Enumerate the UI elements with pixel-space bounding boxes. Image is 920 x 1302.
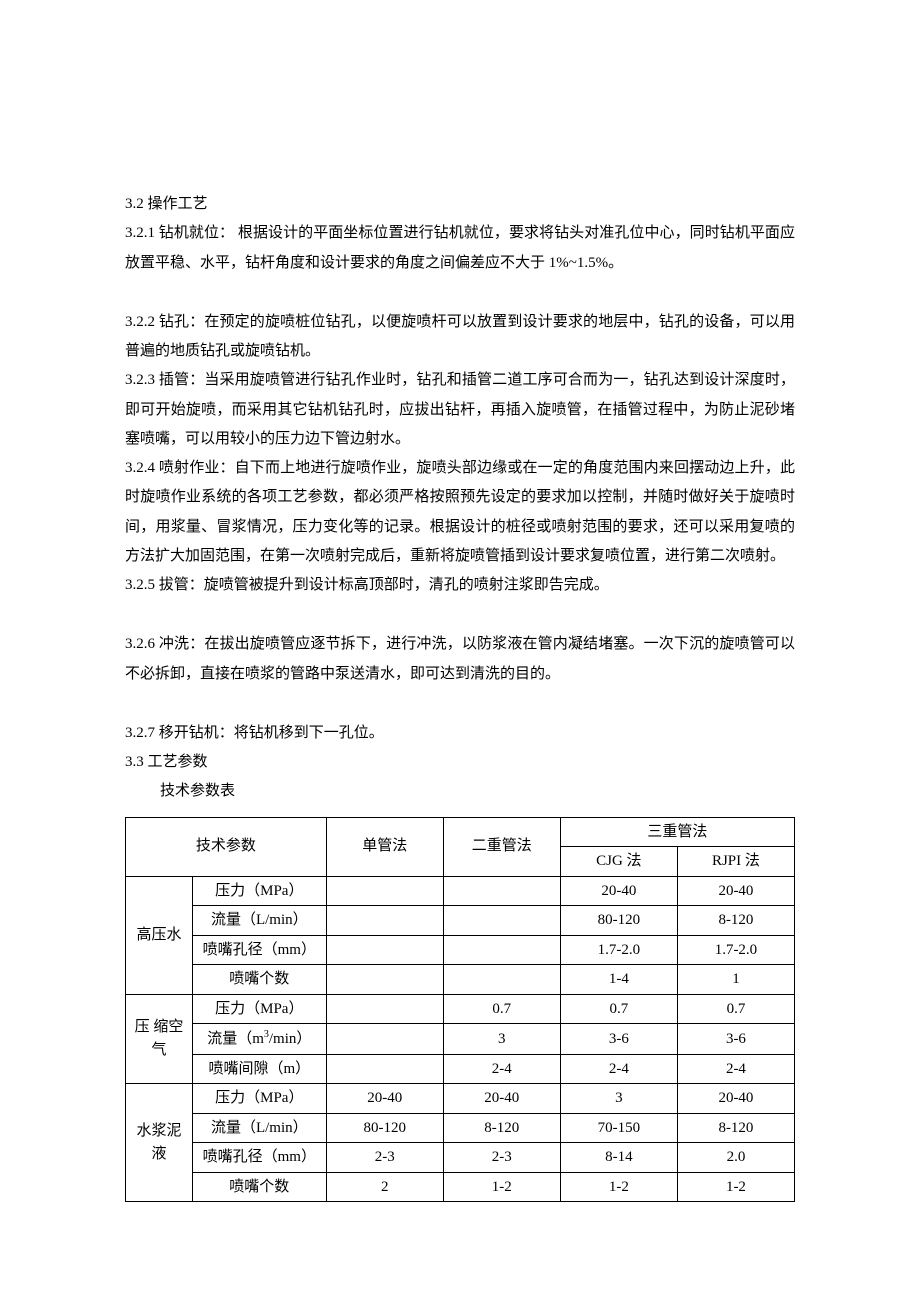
param-label: 喷嘴间隙（m） — [192, 1054, 326, 1084]
table-row: 喷嘴间隙（m） 2-4 2-4 2-4 — [126, 1054, 795, 1084]
cell-value: 0.7 — [443, 994, 560, 1024]
cell-value: 3-6 — [560, 1024, 677, 1055]
cell-value: 3 — [443, 1024, 560, 1055]
table-row: 压 缩空气 压力（MPa） 0.7 0.7 0.7 — [126, 994, 795, 1024]
table-row: 喷嘴孔径（mm） 1.7-2.0 1.7-2.0 — [126, 935, 795, 965]
cell-value: 2.0 — [677, 1143, 794, 1173]
table-row: 流量（L/min） 80-120 8-120 — [126, 906, 795, 936]
cell-value: 8-120 — [443, 1113, 560, 1143]
param-label: 喷嘴孔径（mm） — [192, 935, 326, 965]
param-label: 喷嘴孔径（mm） — [192, 1143, 326, 1173]
cell-value — [326, 935, 443, 965]
cell-value: 0.7 — [677, 994, 794, 1024]
param-label: 流量（m3/min） — [192, 1024, 326, 1055]
cell-value: 80-120 — [326, 1113, 443, 1143]
header-tech-param: 技术参数 — [126, 817, 327, 876]
table-row: 喷嘴孔径（mm） 2-3 2-3 8-14 2.0 — [126, 1143, 795, 1173]
table-row: 高压水 压力（MPa） 20-40 20-40 — [126, 876, 795, 906]
header-rjpi: RJPI 法 — [677, 847, 794, 877]
cell-value — [443, 965, 560, 995]
param-label: 压力（MPa） — [192, 1084, 326, 1114]
group-high-pressure-water: 高压水 — [126, 876, 193, 994]
header-cjg: CJG 法 — [560, 847, 677, 877]
section-3-2-4: 3.2.4 喷射作业：自下而上地进行旋喷作业，旋喷头部边缘或在一定的角度范围内来… — [125, 454, 795, 571]
cell-value: 2 — [326, 1172, 443, 1202]
cell-value: 20-40 — [326, 1084, 443, 1114]
cell-value: 1.7-2.0 — [560, 935, 677, 965]
header-triple: 三重管法 — [560, 817, 794, 847]
cell-value: 20-40 — [443, 1084, 560, 1114]
cell-value: 1 — [677, 965, 794, 995]
cell-value: 0.7 — [560, 994, 677, 1024]
cell-value: 3-6 — [677, 1024, 794, 1055]
cell-value: 2-4 — [443, 1054, 560, 1084]
cell-value: 20-40 — [560, 876, 677, 906]
cell-value: 1-4 — [560, 965, 677, 995]
param-label: 流量（L/min） — [192, 906, 326, 936]
cell-value — [326, 1054, 443, 1084]
cell-value: 2-4 — [677, 1054, 794, 1084]
section-3-3-title: 3.3 工艺参数 — [125, 748, 795, 777]
cell-value: 1.7-2.0 — [677, 935, 794, 965]
cell-value — [326, 906, 443, 936]
group-cement-slurry: 水浆泥液 — [126, 1084, 193, 1202]
spacer — [125, 689, 795, 719]
cell-value: 3 — [560, 1084, 677, 1114]
section-3-2-6: 3.2.6 冲洗：在拔出旋喷管应逐节拆下，进行冲洗，以防浆液在管内凝结堵塞。一次… — [125, 630, 795, 689]
cell-value — [443, 906, 560, 936]
header-double: 二重管法 — [443, 817, 560, 876]
cell-value: 1-2 — [677, 1172, 794, 1202]
section-3-2-2: 3.2.2 钻孔：在预定的旋喷桩位钻孔，以便旋喷杆可以放置到设计要求的地层中，钻… — [125, 308, 795, 367]
group-compressed-air: 压 缩空气 — [126, 994, 193, 1084]
param-label: 流量（L/min） — [192, 1113, 326, 1143]
cell-value — [443, 935, 560, 965]
section-3-2-1: 3.2.1 钻机就位： 根据设计的平面坐标位置进行钻机就位，要求将钻头对准孔位中… — [125, 219, 795, 278]
cell-value: 2-3 — [443, 1143, 560, 1173]
cell-value: 2-4 — [560, 1054, 677, 1084]
cell-value: 8-120 — [677, 1113, 794, 1143]
table-header-row-1: 技术参数 单管法 二重管法 三重管法 — [126, 817, 795, 847]
cell-value: 8-14 — [560, 1143, 677, 1173]
cell-value: 20-40 — [677, 1084, 794, 1114]
spacer — [125, 600, 795, 630]
cell-value — [443, 876, 560, 906]
cell-value: 70-150 — [560, 1113, 677, 1143]
table-row: 流量（L/min） 80-120 8-120 70-150 8-120 — [126, 1113, 795, 1143]
section-3-2-3: 3.2.3 插管：当采用旋喷管进行钻孔作业时，钻孔和插管二道工序可合而为一，钻孔… — [125, 366, 795, 454]
cell-value: 8-120 — [677, 906, 794, 936]
cell-value — [326, 876, 443, 906]
cell-value: 2-3 — [326, 1143, 443, 1173]
cell-value — [326, 994, 443, 1024]
cell-value: 20-40 — [677, 876, 794, 906]
table-row: 水浆泥液 压力（MPa） 20-40 20-40 3 20-40 — [126, 1084, 795, 1114]
table-row: 喷嘴个数 2 1-2 1-2 1-2 — [126, 1172, 795, 1202]
param-label: 喷嘴个数 — [192, 965, 326, 995]
cell-value: 1-2 — [560, 1172, 677, 1202]
section-3-2-5: 3.2.5 拔管：旋喷管被提升到设计标高顶部时，清孔的喷射注浆即告完成。 — [125, 571, 795, 600]
param-label: 压力（MPa） — [192, 876, 326, 906]
cell-value — [326, 965, 443, 995]
cell-value: 1-2 — [443, 1172, 560, 1202]
param-label: 喷嘴个数 — [192, 1172, 326, 1202]
section-3-2-title: 3.2 操作工艺 — [125, 190, 795, 219]
param-label: 压力（MPa） — [192, 994, 326, 1024]
cell-value — [326, 1024, 443, 1055]
table-row: 喷嘴个数 1-4 1 — [126, 965, 795, 995]
spacer — [125, 278, 795, 308]
cell-value: 80-120 — [560, 906, 677, 936]
header-single: 单管法 — [326, 817, 443, 876]
table-title: 技术参数表 — [125, 777, 795, 806]
section-3-2-7: 3.2.7 移开钻机：将钻机移到下一孔位。 — [125, 719, 795, 748]
parameters-table: 技术参数 单管法 二重管法 三重管法 CJG 法 RJPI 法 高压水 压力（M… — [125, 817, 795, 1203]
table-row: 流量（m3/min） 3 3-6 3-6 — [126, 1024, 795, 1055]
